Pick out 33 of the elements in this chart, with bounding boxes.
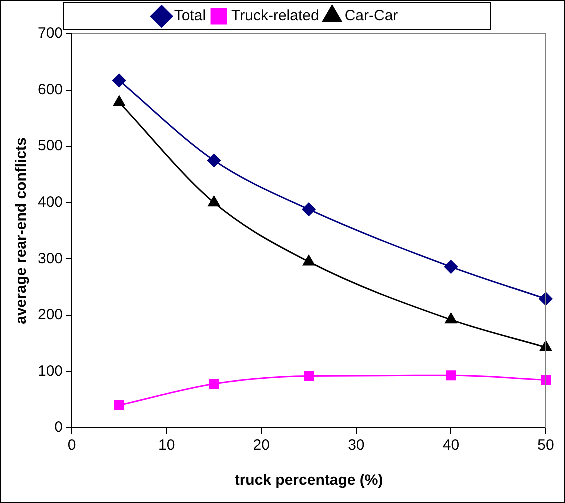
- point: [113, 96, 126, 106]
- point: [208, 196, 220, 207]
- y-tick-label: 400: [38, 194, 64, 211]
- x-tick-label: 0: [68, 437, 76, 454]
- point: [444, 260, 458, 274]
- y-axis-title: average rear-end conflicts: [13, 138, 30, 324]
- point: [209, 379, 220, 390]
- legend-label: Truck-related: [232, 8, 320, 25]
- point: [541, 375, 551, 386]
- point: [445, 313, 458, 324]
- point: [446, 370, 456, 381]
- point: [540, 340, 552, 352]
- y-tick-label: 500: [38, 138, 64, 155]
- x-tick-label: 40: [442, 437, 460, 454]
- legend-label: Total: [174, 8, 206, 25]
- x-tick-label: 30: [348, 437, 365, 454]
- y-tick-label: 700: [38, 25, 64, 42]
- x-tick-label: 10: [158, 437, 176, 454]
- point: [303, 255, 315, 266]
- point: [304, 371, 314, 382]
- point: [207, 154, 221, 168]
- legend-label: Car-Car: [344, 8, 398, 25]
- point: [114, 400, 124, 410]
- y-tick-label: 200: [38, 306, 64, 324]
- point: [112, 74, 126, 88]
- x-tick-label: 20: [253, 437, 270, 454]
- x-tick-label: 50: [538, 437, 554, 454]
- point: [302, 202, 316, 216]
- y-tick-label: 0: [54, 419, 64, 436]
- y-tick-label: 100: [38, 362, 64, 380]
- y-tick-label: 600: [38, 81, 64, 98]
- y-tick-label: 300: [38, 250, 64, 268]
- x-axis-title: truck percentage (%): [234, 472, 384, 490]
